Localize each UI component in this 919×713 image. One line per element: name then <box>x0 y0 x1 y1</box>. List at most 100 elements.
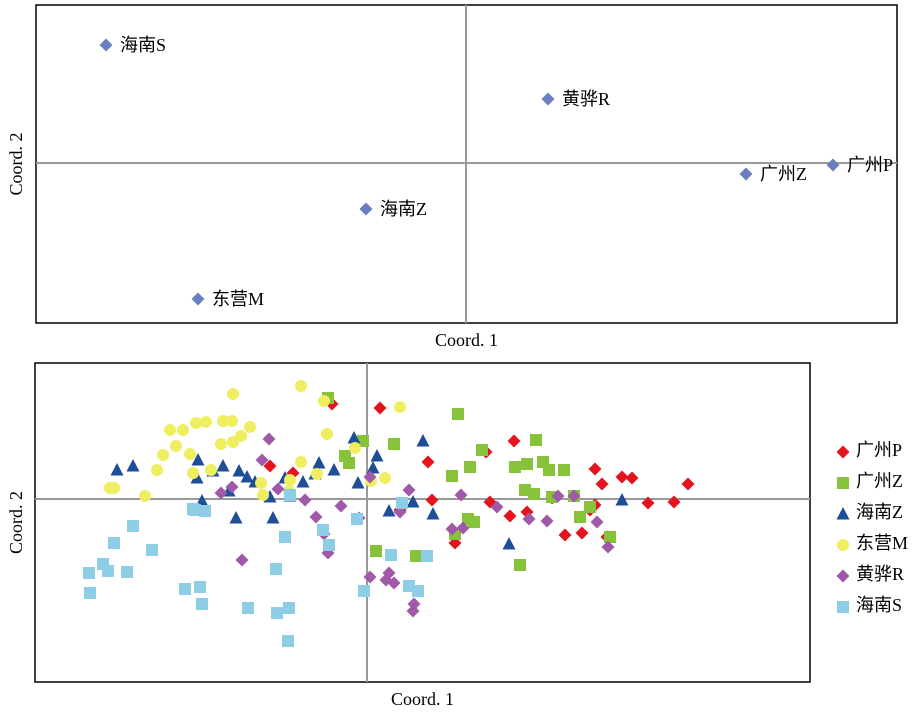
marker-circle <box>318 395 330 407</box>
marker-triangle <box>191 453 205 466</box>
marker-circle <box>837 539 849 551</box>
marker-diamond <box>402 483 416 497</box>
marker-circle <box>379 472 391 484</box>
marker-square <box>317 524 329 536</box>
marker-circle <box>217 415 229 427</box>
marker-circle <box>284 474 296 486</box>
marker-circle <box>295 456 307 468</box>
marker-square <box>282 635 294 647</box>
marker-diamond <box>99 38 113 52</box>
marker-square <box>584 501 596 513</box>
marker-square <box>199 505 211 517</box>
marker-diamond <box>298 493 312 507</box>
marker-square <box>452 408 464 420</box>
marker-circle <box>215 438 227 450</box>
marker-diamond <box>490 500 504 514</box>
marker-square <box>323 539 335 551</box>
marker-triangle <box>240 470 254 483</box>
marker-diamond <box>406 604 420 618</box>
marker-square <box>388 438 400 450</box>
marker-circle <box>244 421 256 433</box>
marker-circle <box>321 428 333 440</box>
marker-triangle <box>327 463 341 476</box>
marker-diamond <box>363 470 377 484</box>
marker-diamond <box>681 477 695 491</box>
marker-triangle <box>351 476 365 489</box>
marker-square <box>468 516 480 528</box>
marker-square <box>146 544 158 556</box>
marker-diamond <box>522 512 536 526</box>
marker-triangle <box>347 431 361 444</box>
marker-diamond <box>836 445 850 459</box>
marker-circle <box>200 416 212 428</box>
legend-label: 黄骅R <box>856 564 904 584</box>
marker-diamond <box>225 480 239 494</box>
marker-square <box>412 585 424 597</box>
marker-diamond <box>601 540 615 554</box>
marker-square <box>270 563 282 575</box>
marker-square <box>604 531 616 543</box>
marker-circle <box>108 482 120 494</box>
legend-label: 广州Z <box>856 471 903 491</box>
marker-diamond <box>541 92 555 106</box>
marker-square <box>194 581 206 593</box>
x-axis-label: Coord. 1 <box>435 330 498 350</box>
marker-diamond <box>373 401 387 415</box>
marker-circle <box>227 436 239 448</box>
marker-triangle <box>615 493 629 506</box>
marker-diamond <box>334 499 348 513</box>
marker-circle <box>151 464 163 476</box>
marker-circle <box>177 424 189 436</box>
marker-diamond <box>739 167 753 181</box>
marker-diamond <box>235 553 249 567</box>
marker-diamond <box>425 493 439 507</box>
marker-triangle <box>406 495 420 508</box>
marker-diamond <box>507 434 521 448</box>
marker-triangle <box>296 475 310 488</box>
point-label: 黄骅R <box>562 89 610 109</box>
marker-circle <box>255 477 267 489</box>
marker-triangle <box>232 464 246 477</box>
marker-triangle <box>426 507 440 520</box>
marker-diamond <box>454 488 468 502</box>
marker-square <box>528 488 540 500</box>
marker-circle <box>205 464 217 476</box>
marker-square <box>279 531 291 543</box>
marker-square <box>357 435 369 447</box>
marker-triangle <box>229 511 243 524</box>
marker-square <box>509 461 521 473</box>
point-label: 海南Z <box>380 199 427 219</box>
marker-triangle <box>382 504 396 517</box>
marker-diamond <box>359 202 373 216</box>
marker-circle <box>311 468 323 480</box>
marker-triangle <box>216 459 230 472</box>
marker-square <box>127 520 139 532</box>
marker-square <box>837 477 849 489</box>
marker-square <box>83 567 95 579</box>
marker-square <box>476 444 488 456</box>
marker-circle <box>257 489 269 501</box>
marker-triangle <box>370 449 384 462</box>
marker-square <box>283 602 295 614</box>
marker-diamond <box>551 489 565 503</box>
marker-diamond <box>363 570 377 584</box>
marker-triangle <box>416 434 430 447</box>
marker-triangle <box>126 459 140 472</box>
marker-square <box>179 583 191 595</box>
legend-label: 广州P <box>856 440 902 460</box>
x-axis-label: Coord. 1 <box>391 689 454 709</box>
marker-diamond <box>595 477 609 491</box>
marker-diamond <box>590 515 604 529</box>
marker-circle <box>164 424 176 436</box>
marker-square <box>385 549 397 561</box>
y-axis-label: Coord. 2 <box>6 133 26 196</box>
marker-diamond <box>309 510 323 524</box>
marker-square <box>521 458 533 470</box>
point-label: 东营M <box>212 289 264 309</box>
marker-diamond <box>641 496 655 510</box>
marker-diamond <box>262 432 276 446</box>
marker-diamond <box>615 470 629 484</box>
marker-square <box>410 550 422 562</box>
marker-diamond <box>456 521 470 535</box>
marker-square <box>271 607 283 619</box>
